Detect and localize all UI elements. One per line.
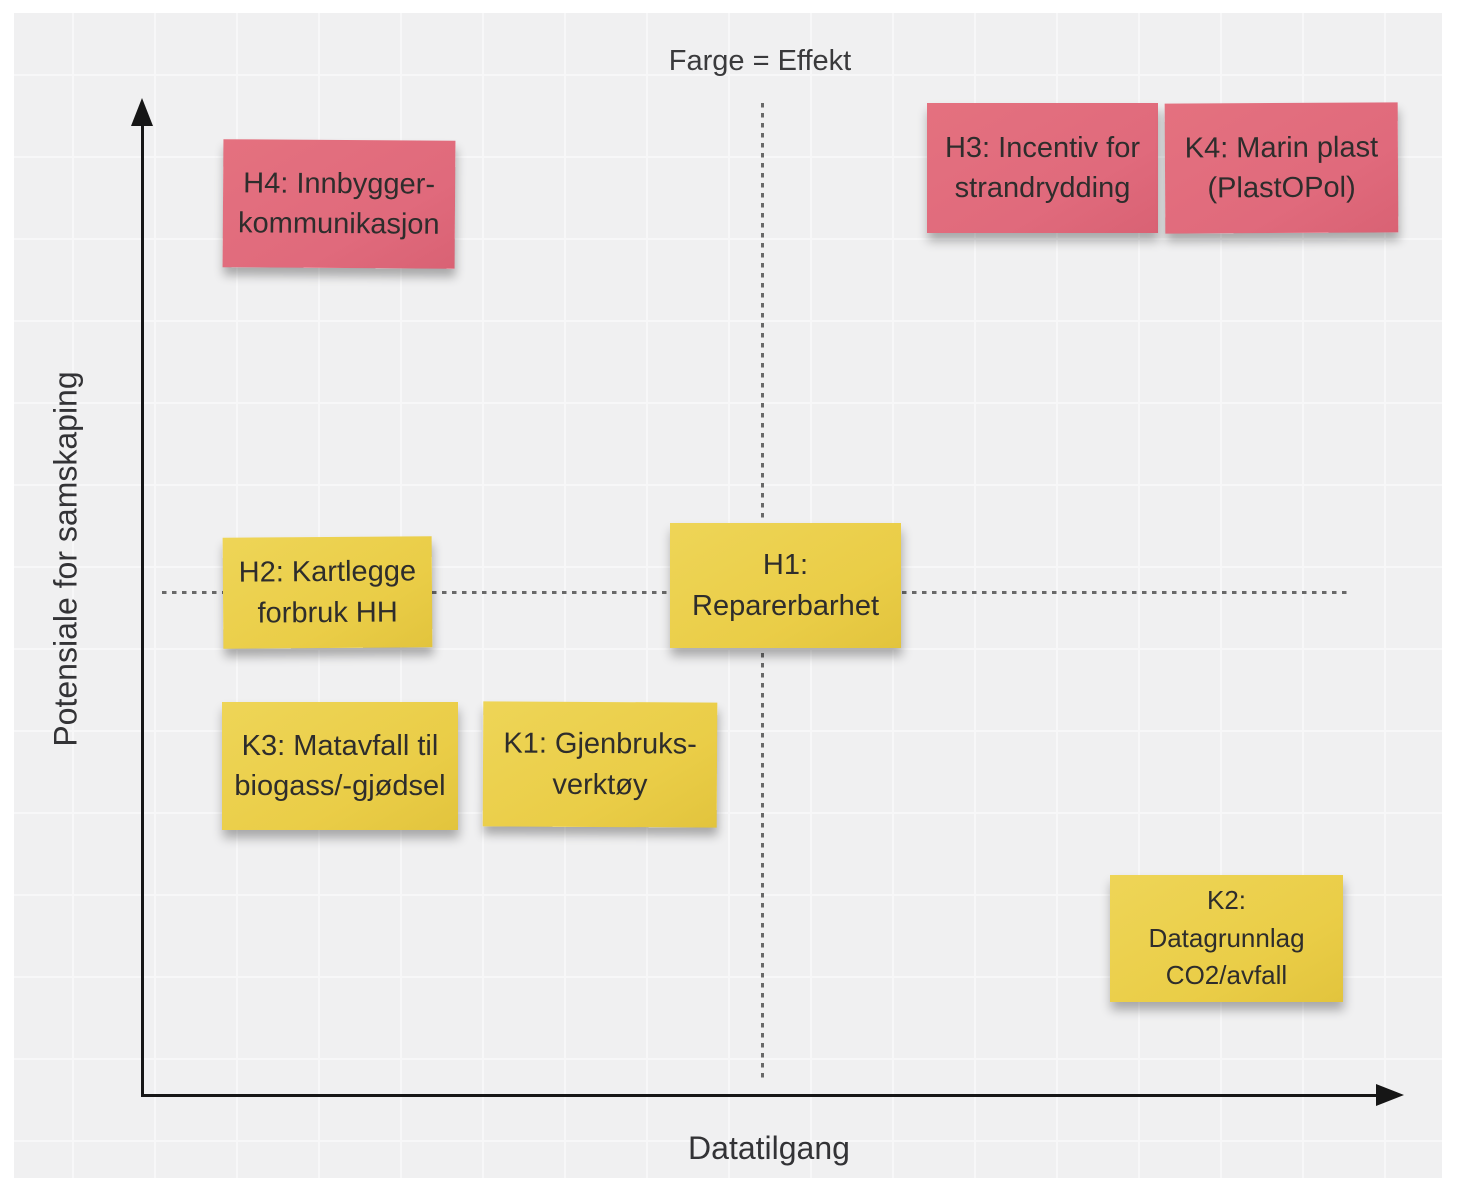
note-text-line: H2: Kartlegge xyxy=(238,555,417,590)
x-axis-label: Datatilgang xyxy=(688,1130,850,1166)
note-text-line: Datagrunnlag xyxy=(1148,922,1305,953)
note-text-line: K2: xyxy=(1206,884,1247,915)
sticky-note-k4-marin-plast[interactable]: K4: Marin plast (PlastOPol) xyxy=(1164,102,1399,234)
sticky-note-h4-innbyggerkommunikasjon[interactable]: H4: Innbygger- kommunikasjon xyxy=(222,139,456,269)
note-text-line: forbruk HH xyxy=(257,596,398,629)
sticky-note-k2-datagrunnlag-co2-avfall[interactable]: K2: Datagrunnlag CO2/avfall xyxy=(1110,875,1343,1002)
note-text-line: (PlastOPol) xyxy=(1207,171,1356,205)
sticky-note-k3-matavfall-biogass[interactable]: K3: Matavfall til biogass/-gjødsel xyxy=(222,702,458,830)
sticky-note-h3-incentiv-strandrydding[interactable]: H3: Incentiv for strandrydding xyxy=(927,103,1158,233)
note-text-line: H3: Incentiv for xyxy=(944,131,1141,164)
sticky-note-h1-reparerbarhet[interactable]: H1: Reparerbarhet xyxy=(670,523,901,648)
x-axis-arrowhead-icon xyxy=(1376,1084,1404,1106)
note-text-line: verktøy xyxy=(552,768,648,801)
note-text-line: kommunikasjon xyxy=(238,207,440,241)
legend-title: Farge = Effekt xyxy=(668,45,852,77)
sticky-note-h2-kartlegge-forbruk[interactable]: H2: Kartlegge forbruk HH xyxy=(222,536,433,649)
note-text-line: CO2/avfall xyxy=(1165,960,1288,991)
whiteboard-canvas: Farge = Effekt Potensiale for samskaping… xyxy=(14,13,1442,1178)
y-axis-label: Potensiale for samskaping xyxy=(47,371,84,747)
y-axis-arrowhead-icon xyxy=(131,98,153,126)
note-text-line: H1: xyxy=(762,549,809,582)
y-axis-line xyxy=(141,116,144,1097)
note-text-line: Reparerbarhet xyxy=(692,589,879,622)
note-text-line: strandrydding xyxy=(954,172,1131,204)
sticky-note-k1-gjenbruksverktoy[interactable]: K1: Gjenbruks- verktøy xyxy=(482,701,718,828)
note-text-line: K4: Marin plast xyxy=(1184,131,1379,165)
note-text-line: H4: Innbygger- xyxy=(243,167,436,201)
note-text-line: biogass/-gjødsel xyxy=(234,770,446,802)
x-axis-line xyxy=(141,1094,1383,1097)
note-text-line: K1: Gjenbruks- xyxy=(503,727,697,761)
note-text-line: K3: Matavfall til xyxy=(241,729,439,762)
